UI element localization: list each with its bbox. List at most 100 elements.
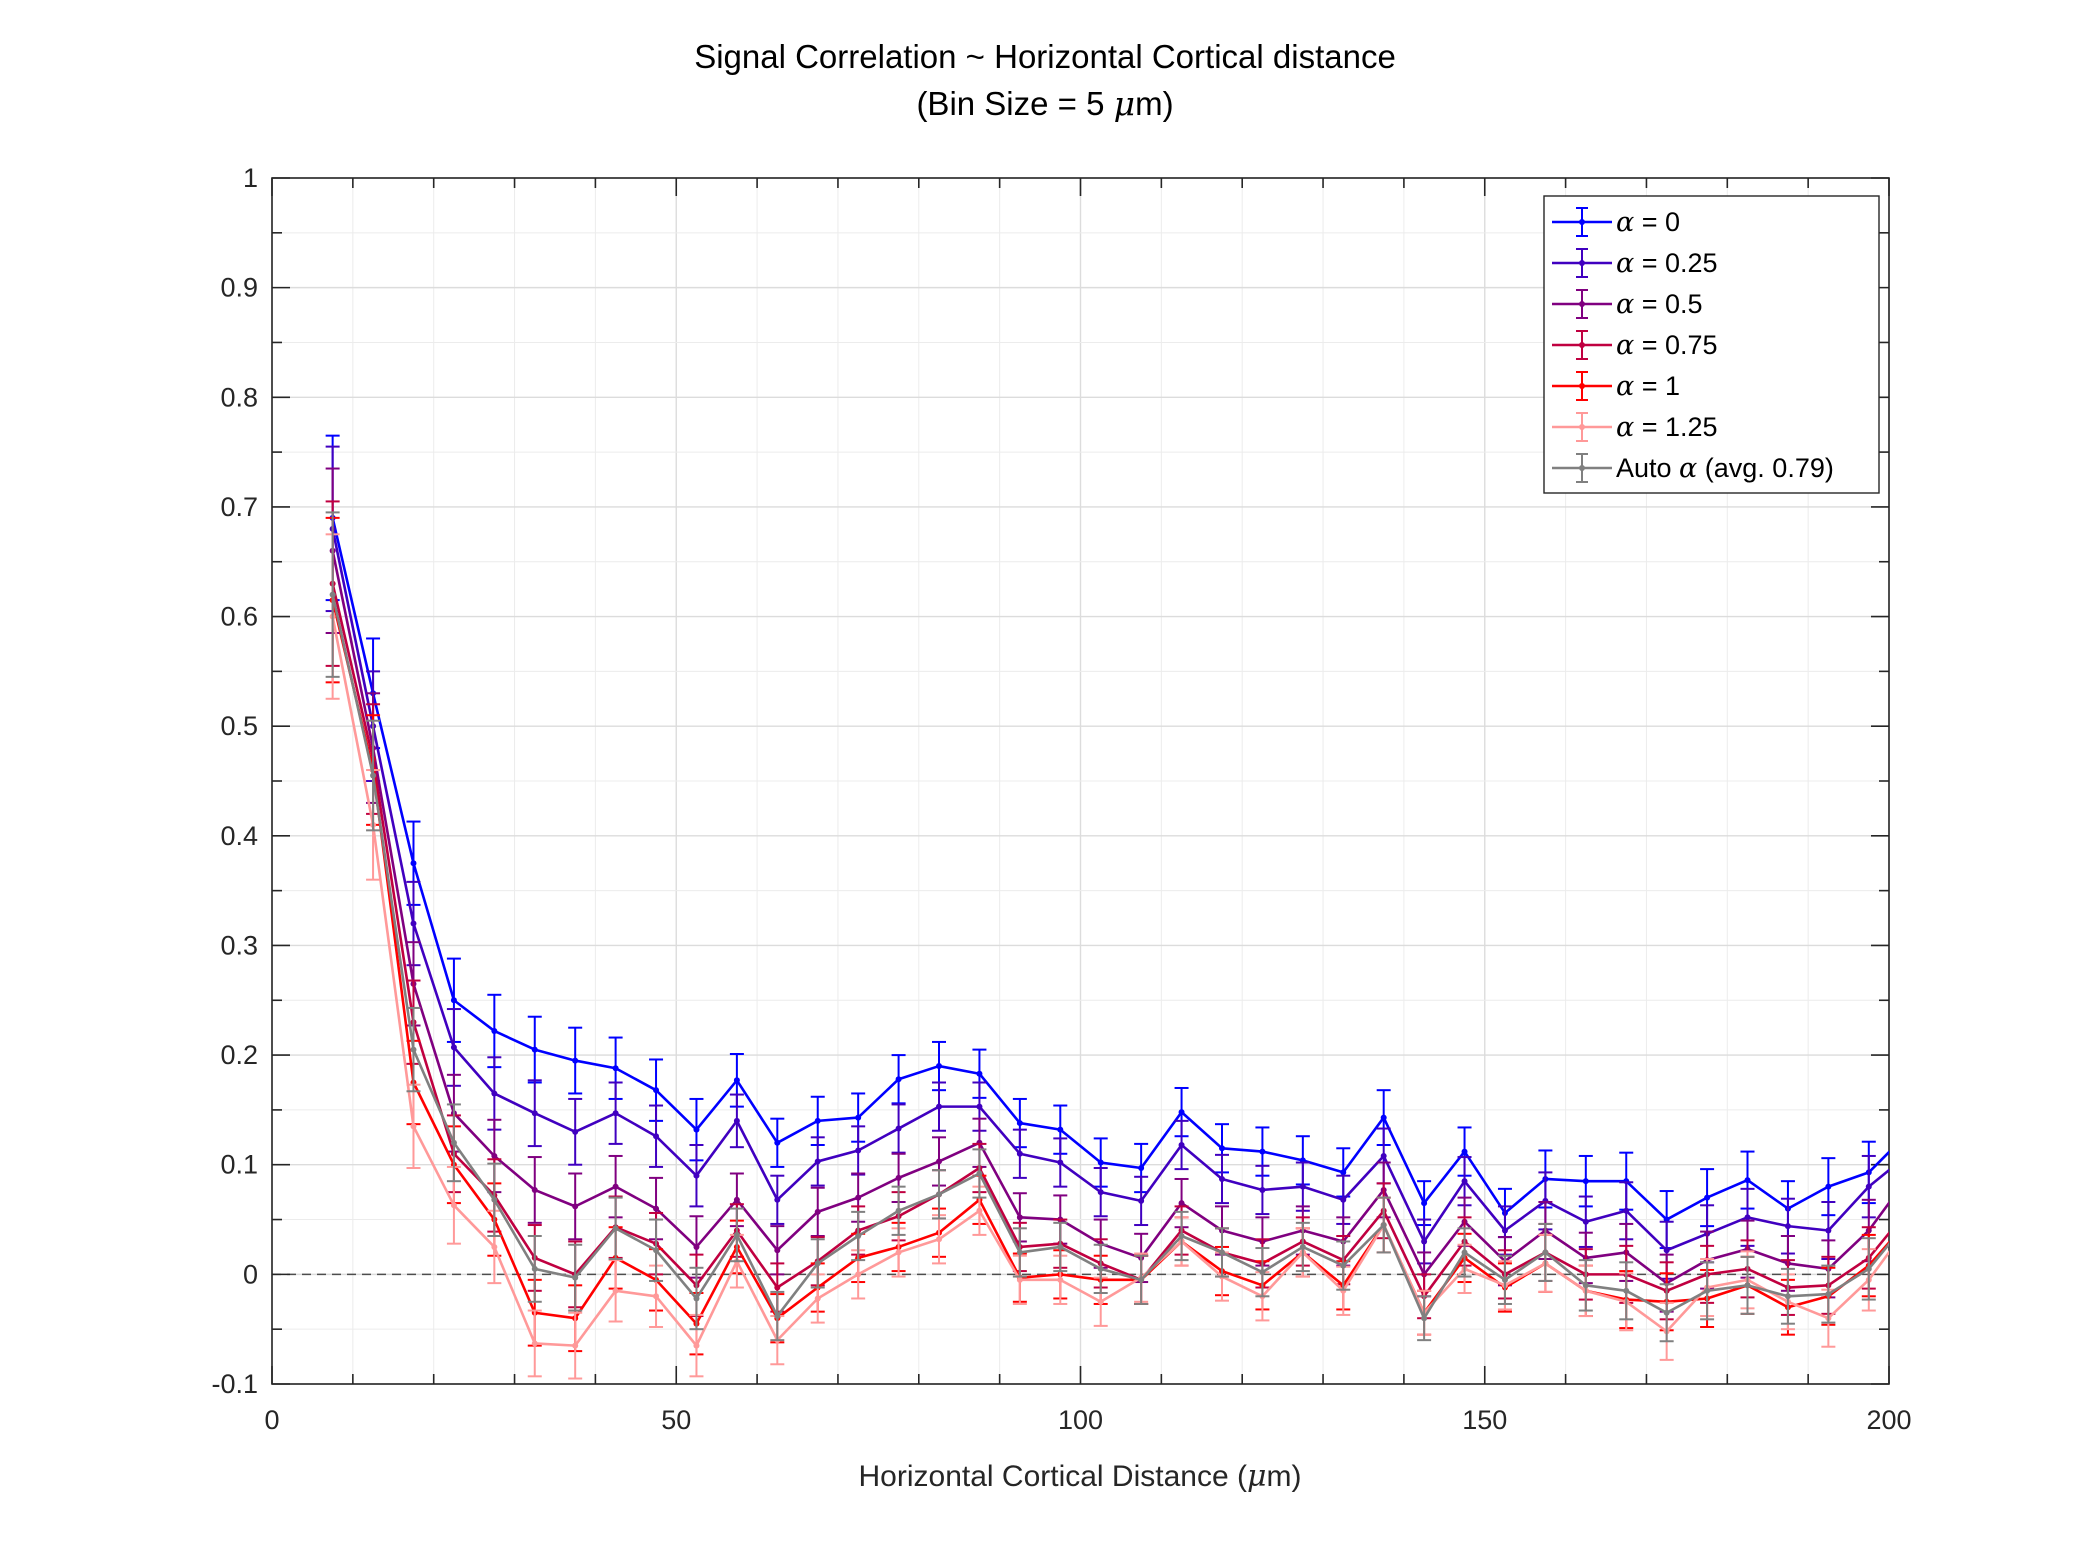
data-point	[1138, 1197, 1145, 1204]
data-point	[774, 1284, 781, 1291]
legend-label: α = 0.75	[1616, 330, 1718, 361]
data-point	[1825, 1227, 1832, 1234]
y-tick-label: 0.1	[220, 1150, 258, 1180]
legend-swatch-marker	[1579, 465, 1585, 471]
legend-label: α = 0.25	[1616, 248, 1718, 279]
data-point	[936, 1063, 943, 1070]
data-point	[653, 1133, 660, 1140]
data-point	[1906, 1222, 1912, 1228]
data-point	[855, 1114, 862, 1121]
series-line	[331, 594, 1889, 1320]
y-tick-label: 0.6	[220, 602, 258, 632]
data-point	[774, 1247, 781, 1254]
legend-label: α = 0	[1616, 207, 1680, 238]
data-point	[814, 1117, 821, 1124]
data-point	[693, 1172, 700, 1179]
data-point	[1421, 1315, 1428, 1322]
data-point	[531, 1186, 538, 1193]
legend-item: α = 0.5	[1552, 289, 1703, 320]
data-point	[1218, 1145, 1225, 1152]
error-bar	[1902, 1187, 1916, 1253]
chart-subtitle: (Bin Size = 5 μm)	[916, 84, 1173, 123]
data-point	[693, 1295, 700, 1302]
data-point	[531, 1110, 538, 1117]
x-tick-label: 100	[1058, 1405, 1103, 1435]
data-point	[976, 1207, 983, 1214]
chart-title: Signal Correlation ~ Horizontal Cortical…	[694, 38, 1396, 75]
series-6	[325, 511, 1916, 1343]
y-tick-label: 0.7	[220, 492, 258, 522]
data-point	[1016, 1150, 1023, 1157]
data-point	[814, 1295, 821, 1302]
data-point	[1340, 1169, 1347, 1176]
legend-item: α = 1.25	[1552, 412, 1718, 443]
data-point	[693, 1126, 700, 1133]
y-tick-label: 0	[243, 1259, 258, 1289]
data-point	[1218, 1175, 1225, 1182]
data-point	[936, 1158, 943, 1165]
data-point	[1906, 1173, 1912, 1179]
data-point	[1501, 1227, 1508, 1234]
data-point	[976, 1103, 983, 1110]
data-point	[1704, 1287, 1711, 1294]
data-point	[410, 1123, 417, 1130]
data-point	[1461, 1148, 1468, 1155]
data-point	[895, 1249, 902, 1256]
data-point	[491, 1243, 498, 1250]
data-point	[1663, 1309, 1670, 1316]
legend-item: α = 1	[1552, 371, 1680, 402]
data-point	[612, 1183, 619, 1190]
error-bar	[1902, 1121, 1916, 1187]
y-tick-label: 0.8	[220, 382, 258, 412]
data-point	[450, 1139, 457, 1146]
data-point	[410, 920, 417, 927]
data-point	[1906, 1206, 1912, 1212]
data-point	[733, 1196, 740, 1203]
data-point	[936, 1191, 943, 1198]
legend-swatch-marker	[1579, 219, 1585, 225]
data-point	[1744, 1282, 1751, 1289]
data-point	[1138, 1165, 1145, 1172]
legend: α = 0 α = 0.25 α = 0.5 α = 0.75 α = 1 α = 1.2…	[1543, 195, 1880, 494]
y-tick-label: 0.3	[220, 930, 258, 960]
data-point	[1138, 1276, 1145, 1283]
data-point	[1906, 1217, 1912, 1223]
data-point	[450, 1044, 457, 1051]
x-tick-label: 50	[661, 1405, 691, 1435]
data-point	[612, 1225, 619, 1232]
data-point	[855, 1271, 862, 1278]
data-point	[1057, 1276, 1064, 1283]
data-point	[329, 591, 336, 598]
data-point	[450, 997, 457, 1004]
axes	[271, 177, 1890, 1385]
x-axis-label: Horizontal Cortical Distance (μm)	[859, 1459, 1302, 1494]
data-point	[733, 1231, 740, 1238]
data-point	[531, 1046, 538, 1053]
data-point	[1097, 1265, 1104, 1272]
data-point	[1744, 1177, 1751, 1184]
y-tick-label: 0.4	[220, 821, 258, 851]
data-point	[1178, 1109, 1185, 1116]
data-point	[1825, 1183, 1832, 1190]
data-point	[693, 1243, 700, 1250]
data-point	[572, 1342, 579, 1349]
data-point	[1582, 1178, 1589, 1185]
data-point	[1582, 1282, 1589, 1289]
y-tick-label: 0.2	[220, 1040, 258, 1070]
data-point	[1784, 1223, 1791, 1230]
data-point	[531, 1340, 538, 1347]
data-point	[612, 1110, 619, 1117]
data-point	[1016, 1214, 1023, 1221]
data-point	[1704, 1194, 1711, 1201]
data-point	[895, 1174, 902, 1181]
y-tick-label: -0.1	[211, 1369, 258, 1399]
data-point	[1299, 1183, 1306, 1190]
data-point	[1016, 1249, 1023, 1256]
data-point	[733, 1077, 740, 1084]
data-point	[612, 1287, 619, 1294]
data-point	[1340, 1196, 1347, 1203]
data-point	[1421, 1200, 1428, 1207]
data-point	[612, 1065, 619, 1072]
data-point	[1259, 1186, 1266, 1193]
